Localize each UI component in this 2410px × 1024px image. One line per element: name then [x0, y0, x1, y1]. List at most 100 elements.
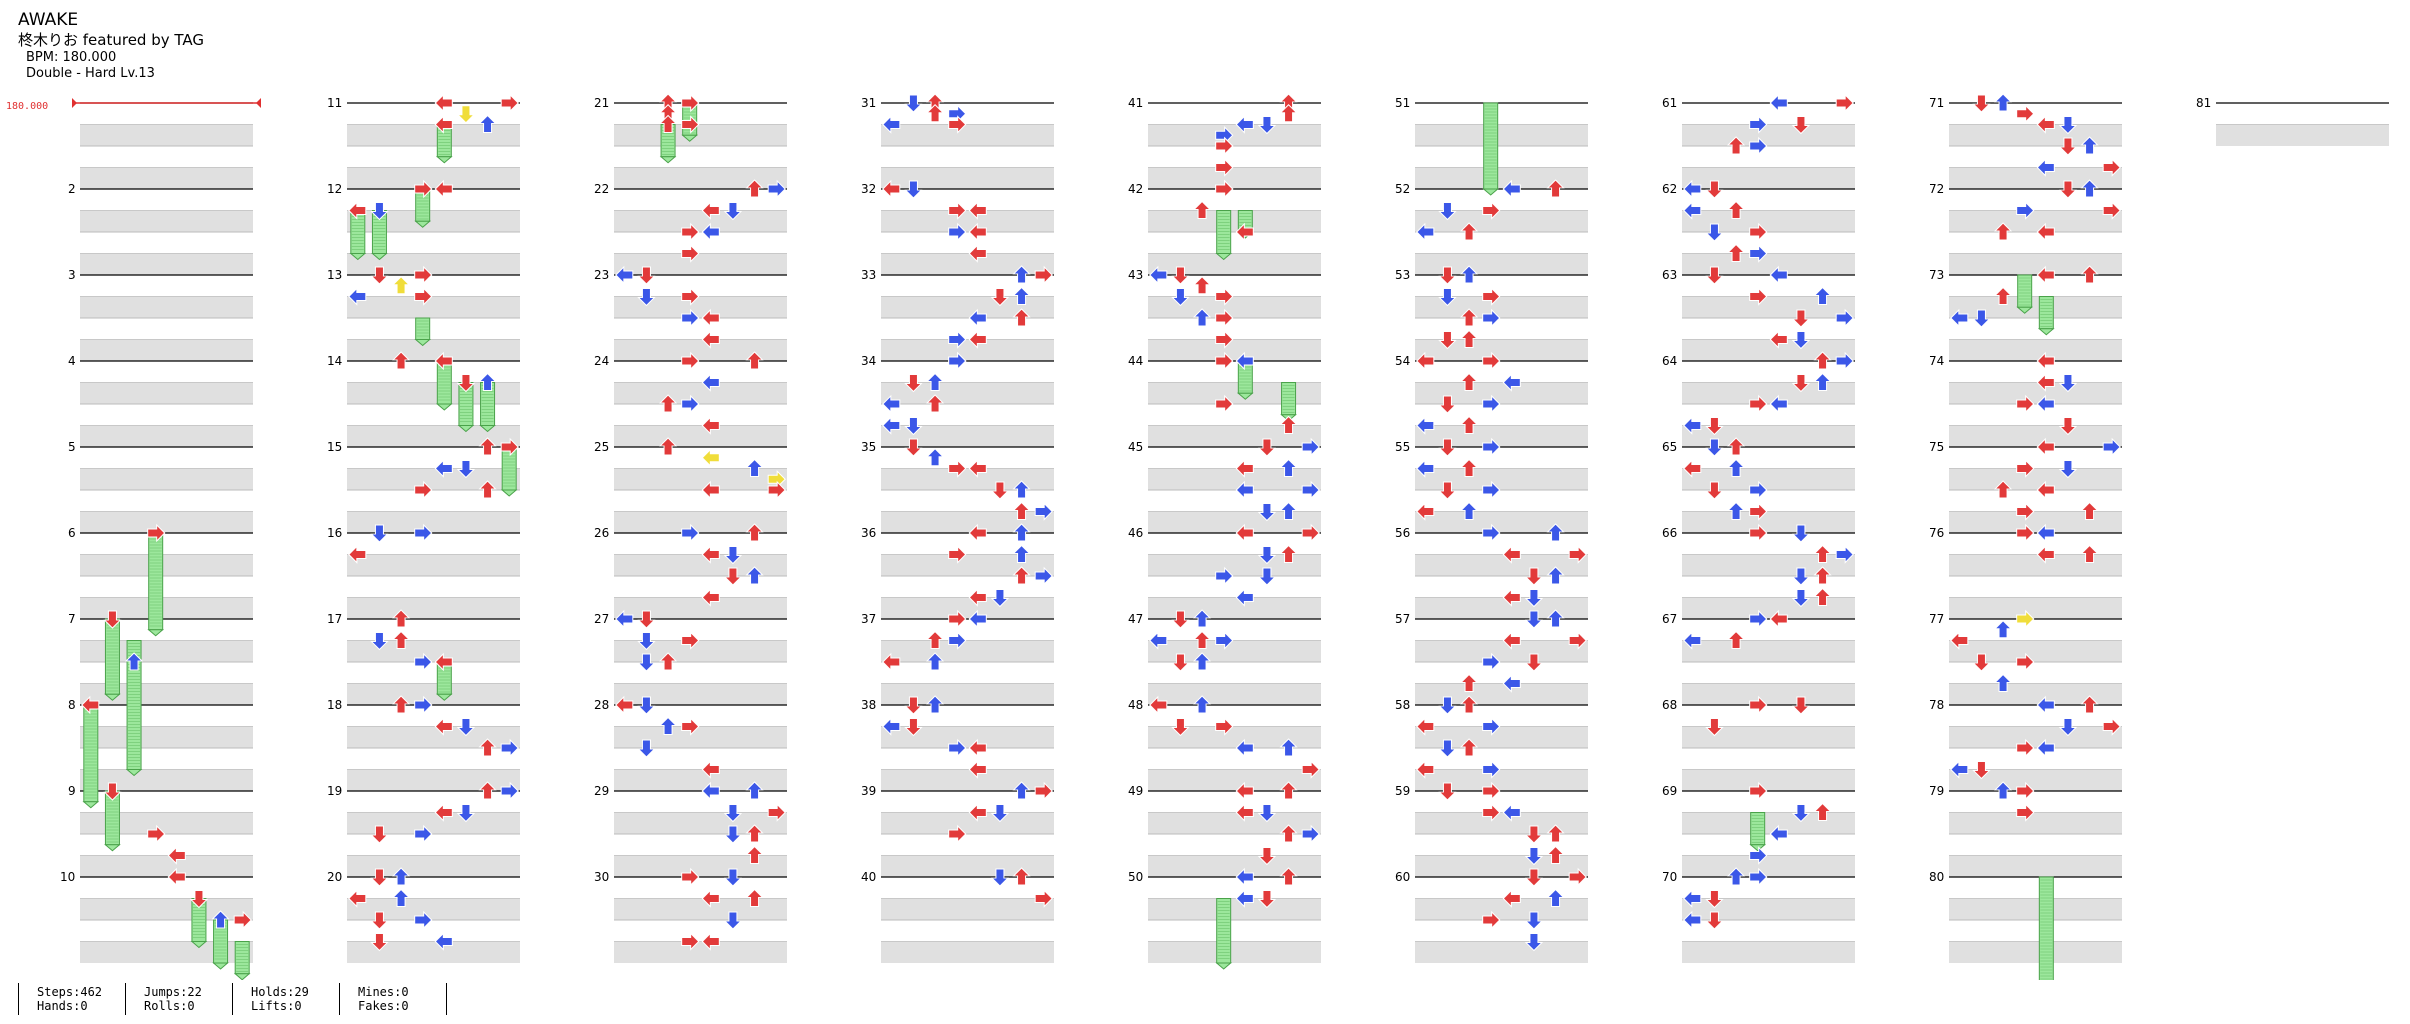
beat-band	[347, 812, 520, 834]
dance-arrow-icon	[1993, 673, 2013, 692]
hold-tail-icon	[125, 769, 143, 777]
dance-arrow-icon	[723, 911, 743, 930]
dance-arrow-icon	[882, 717, 901, 736]
beat-band	[1949, 296, 2122, 318]
dance-arrow-icon	[745, 566, 764, 585]
measure-number: 47	[1128, 612, 1143, 626]
beat-band	[614, 769, 787, 791]
beat-band	[1949, 898, 2122, 920]
dance-arrow-icon	[723, 546, 743, 565]
measure-number: 19	[327, 784, 342, 798]
measure-number: 41	[1128, 96, 1143, 110]
dance-arrow-icon	[478, 372, 497, 391]
dance-arrow-icon	[1769, 394, 1788, 414]
measure-number: 59	[1395, 784, 1410, 798]
measure-number: 33	[861, 268, 876, 282]
beat-band	[1415, 726, 1588, 748]
dance-arrow-icon	[681, 222, 700, 242]
dance-arrow-icon	[1012, 480, 1031, 499]
dance-arrow-icon	[948, 115, 967, 134]
measure-number: 39	[861, 784, 876, 798]
dance-arrow-icon	[904, 417, 923, 436]
measure-number: 75	[1929, 440, 1944, 454]
measure-number: 13	[327, 268, 342, 282]
dance-arrow-icon	[1235, 803, 1254, 822]
beat-band	[1949, 382, 2122, 404]
hold-bar-icon	[415, 188, 431, 222]
beat-band	[80, 898, 253, 920]
dance-arrow-icon	[1235, 781, 1254, 801]
dance-arrow-icon	[391, 351, 411, 370]
beat-band	[881, 941, 1054, 963]
dance-arrow-icon	[615, 695, 634, 715]
beat-band	[80, 425, 253, 447]
stat-rolls: Rolls:0	[144, 999, 195, 1013]
beat-band	[614, 855, 787, 877]
dance-arrow-icon	[904, 696, 923, 715]
hold-tail-icon	[104, 693, 121, 701]
hold-bar-icon	[1237, 360, 1253, 394]
measure-number: 31	[861, 96, 876, 110]
hold-tail-icon	[1215, 253, 1233, 261]
measure-number: 30	[594, 870, 609, 884]
hold-tail-icon	[435, 156, 453, 164]
dance-arrow-icon	[1705, 890, 1724, 909]
beat-band	[614, 812, 787, 834]
beat-band	[1148, 941, 1321, 963]
bpm-marker-start	[72, 98, 77, 108]
dance-arrow-icon	[2036, 695, 2055, 715]
dance-arrow-icon	[968, 201, 987, 220]
beat-band	[614, 468, 787, 490]
dance-arrow-icon	[701, 373, 720, 392]
measure-number: 9	[68, 784, 76, 798]
dance-arrow-icon	[681, 523, 700, 543]
dance-arrow-icon	[1034, 781, 1053, 801]
dance-arrow-icon	[391, 867, 411, 886]
dance-arrow-icon	[1749, 781, 1768, 801]
dance-arrow-icon	[1235, 588, 1254, 607]
measure-number: 49	[1128, 784, 1143, 798]
dance-arrow-icon	[948, 330, 967, 349]
dance-arrow-icon	[1438, 782, 1457, 801]
dance-arrow-icon	[948, 631, 967, 650]
dance-arrow-icon	[1192, 276, 1212, 295]
measure-number: 45	[1128, 440, 1143, 454]
beat-band	[1415, 382, 1588, 404]
dance-arrow-icon	[1034, 566, 1053, 586]
dance-arrow-icon	[1416, 502, 1435, 521]
dance-arrow-icon	[701, 760, 720, 779]
beat-band	[1682, 124, 1855, 146]
dance-arrow-icon	[745, 845, 764, 864]
dance-arrow-icon	[2016, 652, 2035, 672]
dance-arrow-icon	[1993, 222, 2013, 241]
beat-band	[881, 425, 1054, 447]
dance-arrow-icon	[701, 308, 720, 328]
dance-arrow-icon	[478, 480, 497, 499]
beat-band	[1949, 640, 2122, 662]
measure-number: 68	[1662, 698, 1677, 712]
beat-band	[1415, 124, 1588, 146]
hold-tail-icon	[457, 425, 475, 433]
dance-arrow-icon	[968, 738, 987, 758]
dance-arrow-icon	[1972, 653, 1991, 672]
beat-band	[614, 296, 787, 318]
beat-band	[347, 683, 520, 705]
beat-band	[347, 296, 520, 318]
dance-arrow-icon	[1257, 890, 1277, 909]
beat-band	[614, 425, 787, 447]
dance-arrow-icon	[1235, 115, 1254, 134]
measure-number: 79	[1929, 784, 1944, 798]
measure-number: 16	[327, 526, 342, 540]
dance-arrow-icon	[1993, 620, 2013, 639]
beat-band	[614, 382, 787, 404]
dance-arrow-icon	[1813, 286, 1832, 305]
beat-band	[614, 898, 787, 920]
dance-arrow-icon	[103, 610, 122, 629]
hold-tail-icon	[681, 134, 699, 142]
dance-arrow-icon	[1416, 351, 1435, 371]
dance-arrow-icon	[1279, 738, 1298, 757]
hold-bar-icon	[436, 124, 452, 158]
measure-number: 37	[861, 612, 876, 626]
beat-band	[1148, 640, 1321, 662]
beat-band	[80, 726, 253, 748]
